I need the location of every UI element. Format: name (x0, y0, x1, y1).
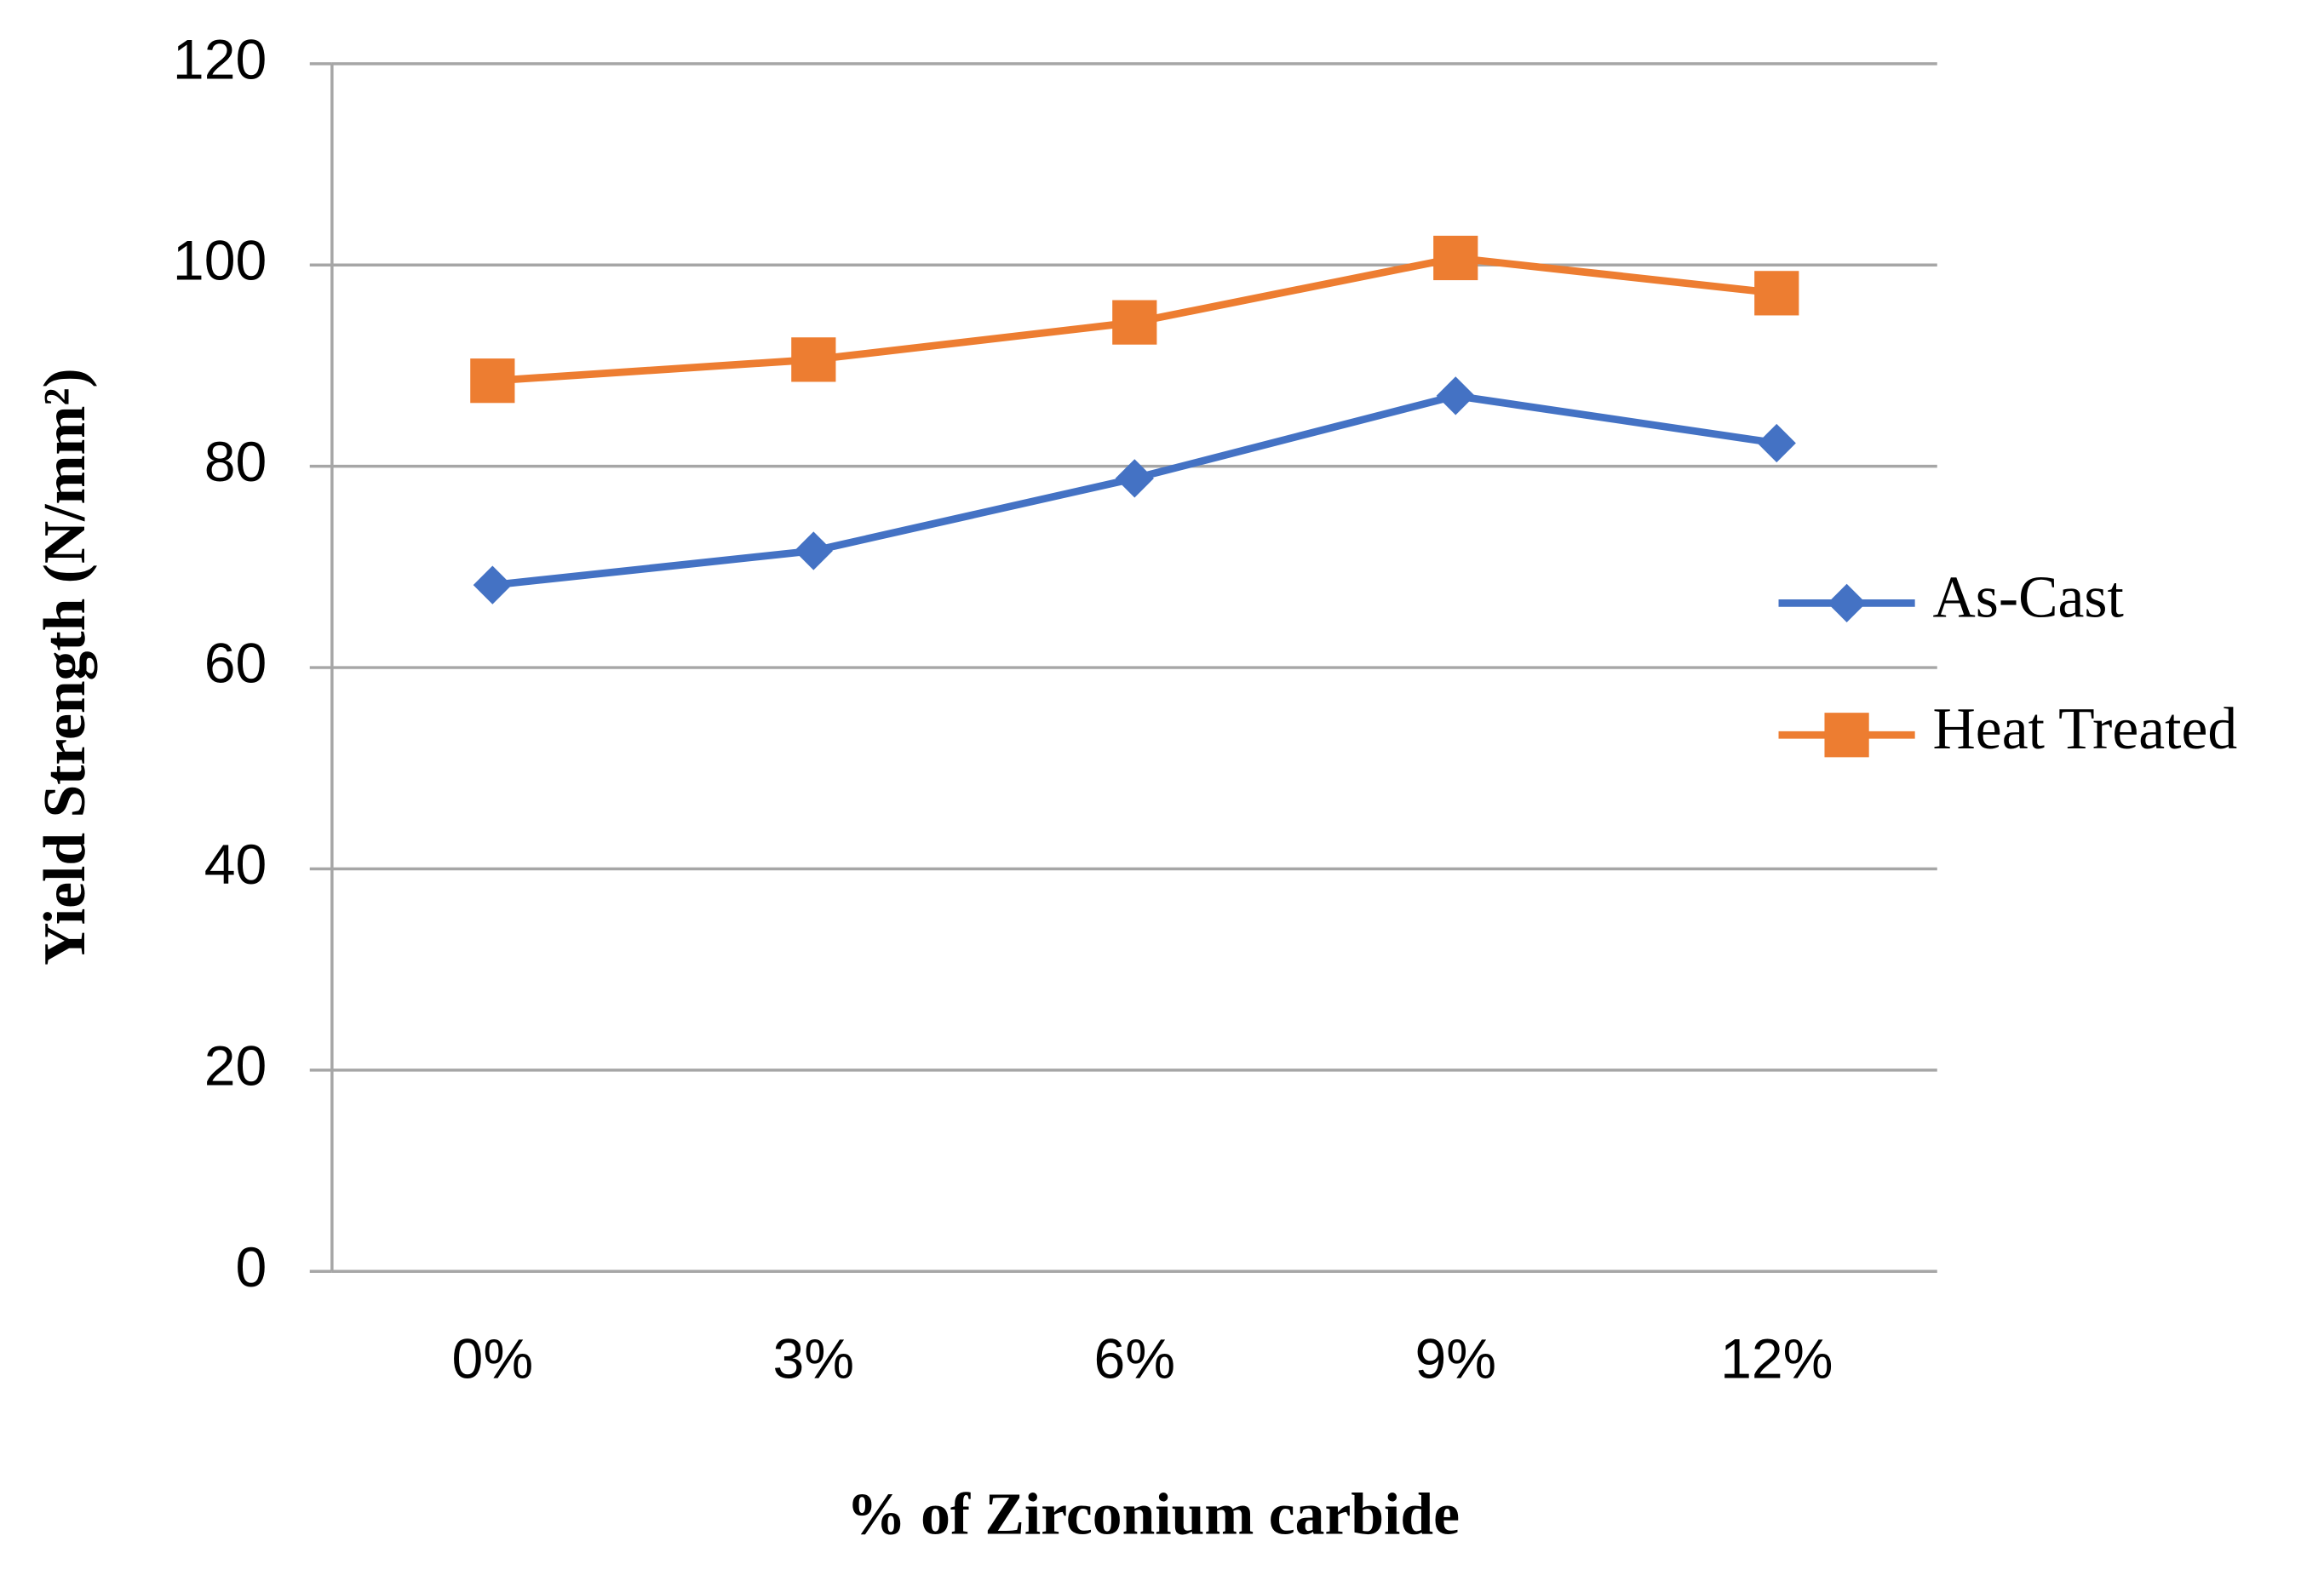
x-tick-label: 9% (1414, 1328, 1496, 1391)
data-point (470, 358, 515, 404)
y-tick-label: 60 (204, 633, 267, 696)
legend-marker (1827, 583, 1867, 622)
data-point (1757, 423, 1796, 463)
x-tick-label: 12% (1720, 1328, 1833, 1391)
y-tick-label: 40 (204, 834, 267, 897)
legend-marker (1824, 713, 1869, 758)
y-tick-label: 120 (173, 28, 267, 91)
data-point (794, 531, 833, 570)
data-point (1112, 300, 1157, 345)
data-point (791, 337, 836, 382)
x-tick-label: 0% (452, 1328, 534, 1391)
data-point (473, 565, 512, 605)
legend-label: Heat Treated (1933, 696, 2238, 762)
x-tick-label: 6% (1094, 1328, 1176, 1391)
legend-label: As-Cast (1933, 564, 2124, 630)
y-tick-label: 80 (204, 431, 267, 494)
data-point (1436, 376, 1475, 415)
y-tick-label: 0 (235, 1236, 267, 1299)
x-axis-title: % of Zirconium carbide (846, 1481, 1460, 1547)
y-tick-label: 20 (204, 1034, 267, 1097)
x-tick-label: 3% (773, 1328, 855, 1391)
data-point (1754, 271, 1799, 316)
y-tick-label: 100 (173, 230, 267, 293)
data-point (1433, 235, 1478, 281)
y-axis-title: Yield Strength (N/mm²) (32, 368, 98, 965)
